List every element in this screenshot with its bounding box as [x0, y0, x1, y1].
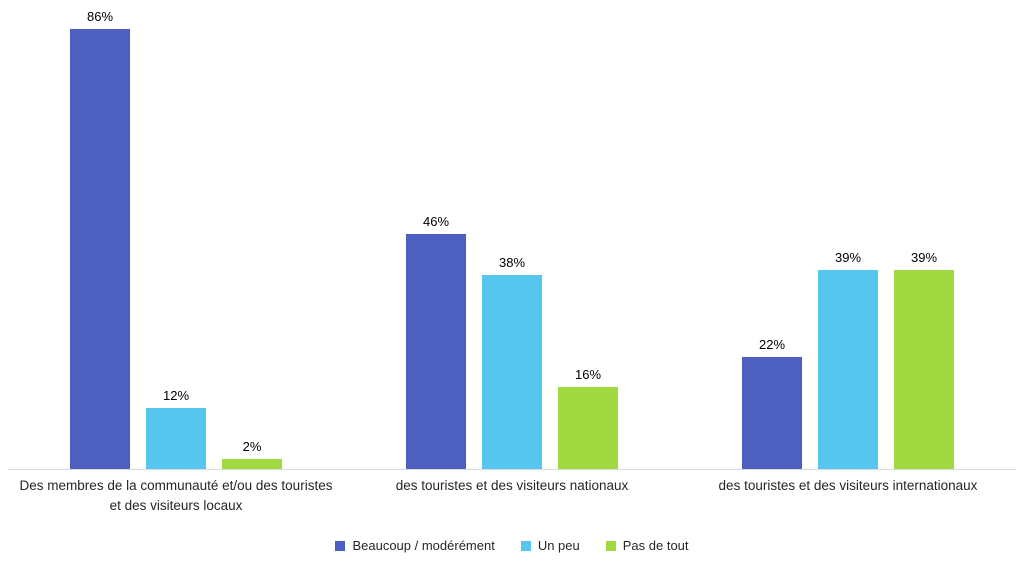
legend-swatch [335, 540, 346, 551]
bar-with-label: 39% [818, 250, 878, 469]
legend-swatch [605, 540, 616, 551]
bar-with-label: 22% [742, 337, 802, 469]
bar-value-label: 39% [910, 250, 938, 265]
legend-label: Beaucoup / modérément [352, 538, 495, 553]
bar-beaucoup-moderement [406, 234, 466, 469]
legend-item-pas-de-tout: Pas de tout [605, 538, 689, 553]
bar-pas-de-tout [894, 270, 954, 469]
bar-value-label: 12% [162, 388, 190, 403]
plot-area: 86% 12% 2% 46% 38% 16% 22% 39% 39% [8, 0, 1016, 470]
category-label: des touristes et des visiteurs internati… [718, 478, 978, 493]
bar-with-label: 12% [146, 388, 206, 469]
bar-with-label: 39% [894, 250, 954, 469]
bar-un-peu [482, 275, 542, 469]
bar-with-label: 38% [482, 255, 542, 469]
bar-un-peu [146, 408, 206, 469]
bar-pas-de-tout [222, 459, 282, 469]
category-label: des touristes et des visiteurs nationaux [395, 478, 629, 493]
legend: Beaucoup / modérément Un peu Pas de tout [0, 538, 1024, 553]
bar-group: 86% 12% 2% [8, 9, 344, 469]
bar-value-label: 86% [86, 9, 114, 24]
bar-group: 46% 38% 16% [344, 214, 680, 469]
bar-un-peu [818, 270, 878, 469]
legend-label: Pas de tout [622, 538, 689, 553]
bar-value-label: 46% [422, 214, 450, 229]
bar-group: 22% 39% 39% [680, 250, 1016, 469]
category-label-cell: des touristes et des visiteurs internati… [680, 476, 1016, 517]
legend-label: Un peu [537, 538, 580, 553]
bar-pas-de-tout [558, 387, 618, 469]
bar-beaucoup-moderement [742, 357, 802, 469]
bar-value-label: 38% [498, 255, 526, 270]
legend-item-beaucoup-moderement: Beaucoup / modérément [335, 538, 495, 553]
bar-value-label: 22% [758, 337, 786, 352]
bar-beaucoup-moderement [70, 29, 130, 469]
bar-value-label: 16% [574, 367, 602, 382]
legend-item-un-peu: Un peu [520, 538, 580, 553]
bar-value-label: 2% [242, 439, 262, 454]
bar-with-label: 86% [70, 9, 130, 469]
bar-with-label: 46% [406, 214, 466, 469]
category-axis-labels: Des membres de la communauté et/ou des t… [8, 476, 1016, 517]
legend-swatch [520, 540, 531, 551]
bar-with-label: 16% [558, 367, 618, 469]
bar-value-label: 39% [834, 250, 862, 265]
category-label-cell: Des membres de la communauté et/ou des t… [8, 476, 344, 517]
bar-with-label: 2% [222, 439, 282, 469]
category-label: Des membres de la communauté et/ou des t… [19, 478, 333, 514]
category-label-cell: des touristes et des visiteurs nationaux [344, 476, 680, 517]
